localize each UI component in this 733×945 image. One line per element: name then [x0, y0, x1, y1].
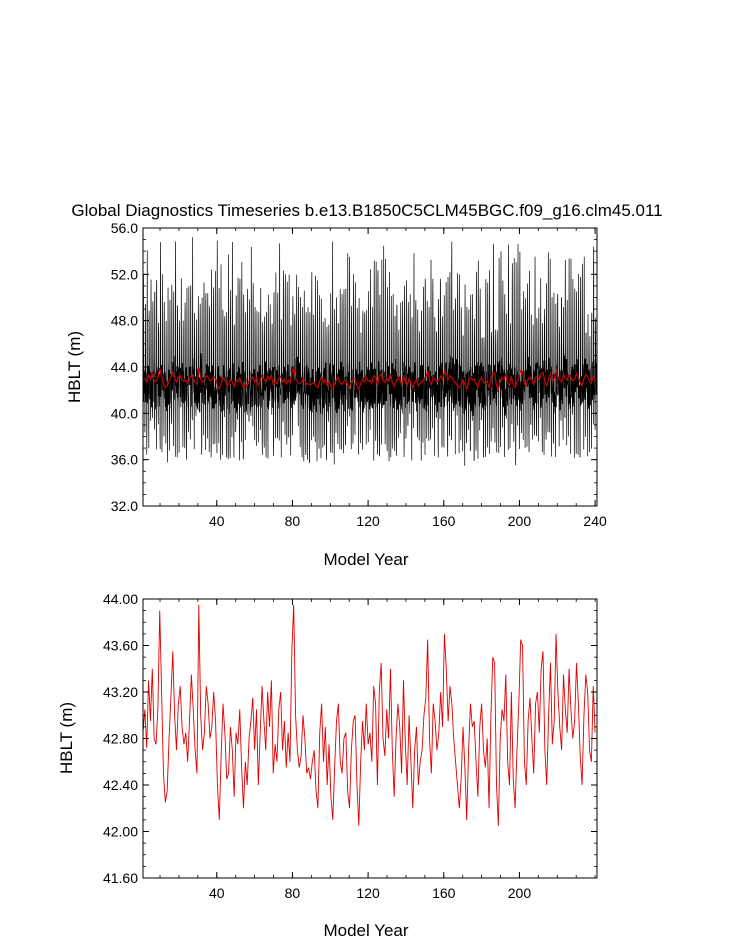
bottom-x-axis-label: Model Year — [323, 921, 408, 940]
y-tick-label: 56.0 — [111, 220, 138, 236]
x-tick-label: 40 — [209, 885, 225, 901]
bottom-plot-area — [142, 604, 596, 826]
y-tick-label: 42.00 — [103, 824, 138, 840]
top-panel: 40 80 120 160 200 240 32.0 36.0 40.0 44.0 48.0 52.0… — [65, 220, 607, 569]
top-y-axis-label: HBLT (m) — [65, 331, 84, 403]
y-tick-label: 52.0 — [111, 266, 138, 282]
top-plot-area — [142, 237, 598, 466]
bottom-panel: 40 80 120 160 200 41.60 42.00 42.40 42.80 43.20 43… — [57, 591, 598, 940]
top-axis-ticks: 40 80 120 160 200 240 32.0 36.0 40.0 44.0 48.0 52.0… — [111, 220, 607, 529]
y-tick-label: 43.60 — [103, 638, 138, 654]
y-tick-label: 40.0 — [111, 405, 138, 421]
x-tick-label: 160 — [432, 513, 456, 529]
y-tick-label: 41.60 — [103, 870, 138, 886]
x-tick-label: 120 — [356, 513, 380, 529]
series-annual-mean-line — [142, 604, 596, 826]
y-tick-label: 42.40 — [103, 777, 138, 793]
x-tick-label: 240 — [583, 513, 607, 529]
x-tick-label: 160 — [432, 885, 456, 901]
x-tick-label: 80 — [285, 885, 301, 901]
top-x-axis-label: Model Year — [323, 550, 408, 569]
x-tick-label: 40 — [209, 513, 225, 529]
bottom-y-axis-label: HBLT (m) — [57, 702, 76, 774]
series-annual-mean-overlay — [142, 365, 596, 392]
x-tick-label: 200 — [508, 885, 532, 901]
y-tick-label: 44.00 — [103, 591, 138, 607]
y-tick-label: 44.0 — [111, 359, 138, 375]
series-monthly-line — [142, 237, 598, 466]
bottom-axis-ticks: 40 80 120 160 200 41.60 42.00 42.40 42.80 43.20 43… — [103, 591, 597, 901]
chart-title: Global Diagnostics Timeseries b.e13.B185… — [71, 201, 662, 220]
y-tick-label: 42.80 — [103, 731, 138, 747]
y-tick-label: 43.20 — [103, 684, 138, 700]
x-tick-label: 80 — [285, 513, 301, 529]
y-tick-label: 36.0 — [111, 452, 138, 468]
y-tick-label: 32.0 — [111, 498, 138, 514]
y-tick-label: 48.0 — [111, 313, 138, 329]
x-tick-label: 200 — [508, 513, 532, 529]
x-tick-label: 120 — [356, 885, 380, 901]
